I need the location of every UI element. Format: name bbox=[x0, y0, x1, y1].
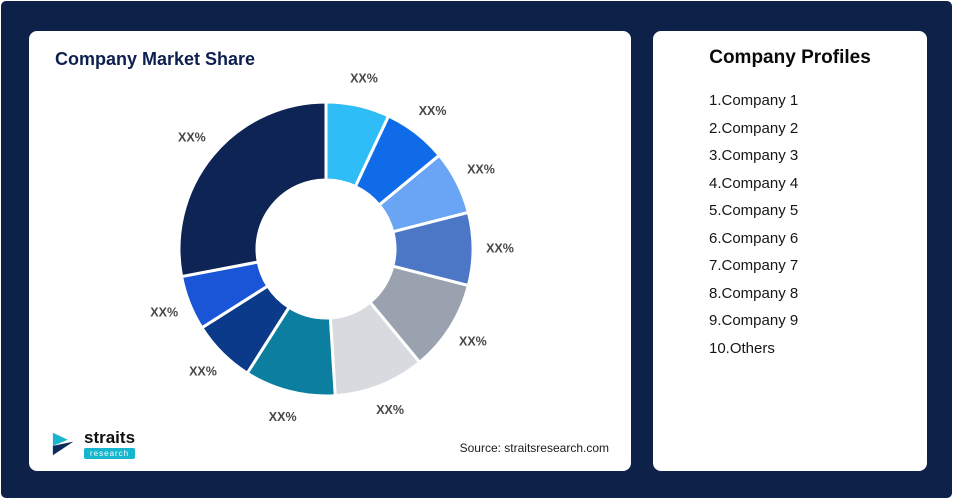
slice-label: XX% bbox=[376, 403, 404, 417]
slice-label: XX% bbox=[178, 130, 206, 144]
slice-label: XX% bbox=[467, 162, 495, 176]
slice-label: XX% bbox=[150, 305, 178, 319]
logo-icon bbox=[52, 432, 74, 456]
straits-research-logo: straits research bbox=[51, 428, 136, 459]
slice-label: XX% bbox=[486, 241, 514, 255]
company-list-item: 3.Company 3 bbox=[709, 147, 799, 164]
market-share-card: Company Market Share XX% XX% XX% XX% XX% XX% X… bbox=[29, 31, 631, 471]
company-list-item: 10.Others bbox=[709, 339, 775, 357]
company-list-item: 8.Company 8 bbox=[709, 284, 799, 302]
company-list-item: 2.Company 2 bbox=[709, 119, 799, 137]
company-list-item: 6.Company 6 bbox=[709, 229, 799, 247]
slice-label: XX% bbox=[269, 410, 297, 424]
logo-brand: straits bbox=[84, 428, 136, 447]
company-list-item: 1.Company 1 bbox=[709, 92, 799, 109]
slice-label: XX% bbox=[189, 364, 217, 378]
chart-title: Company Market Share bbox=[55, 49, 256, 69]
slice-label: XX% bbox=[459, 334, 487, 348]
company-list-item: 9.Company 9 bbox=[709, 312, 799, 329]
company-list-item: 7.Company 7 bbox=[709, 257, 799, 274]
company-profiles-card: Company Profiles 1.Company 1 2.Company 2 3… bbox=[653, 31, 927, 471]
company-list: 1.Company 1 2.Company 2 3.Company 3 4.Compa… bbox=[709, 87, 915, 362]
company-list-item: 4.Company 4 bbox=[709, 174, 799, 192]
slice-label: XX% bbox=[419, 104, 447, 118]
logo-text: straits research bbox=[84, 428, 136, 459]
company-list-item: 5.Company 5 bbox=[709, 202, 799, 219]
source-attribution: Source: straitsresearch.com bbox=[459, 441, 609, 455]
logo-sub-brand: research bbox=[84, 448, 136, 459]
donut-segment-10 bbox=[177, 100, 328, 279]
profiles-title: Company Profiles bbox=[709, 47, 871, 68]
slice-label: XX% bbox=[350, 71, 378, 85]
donut-chart: XX% XX% XX% XX% XX% XX% XX% XX% XX% XX% bbox=[150, 71, 514, 424]
